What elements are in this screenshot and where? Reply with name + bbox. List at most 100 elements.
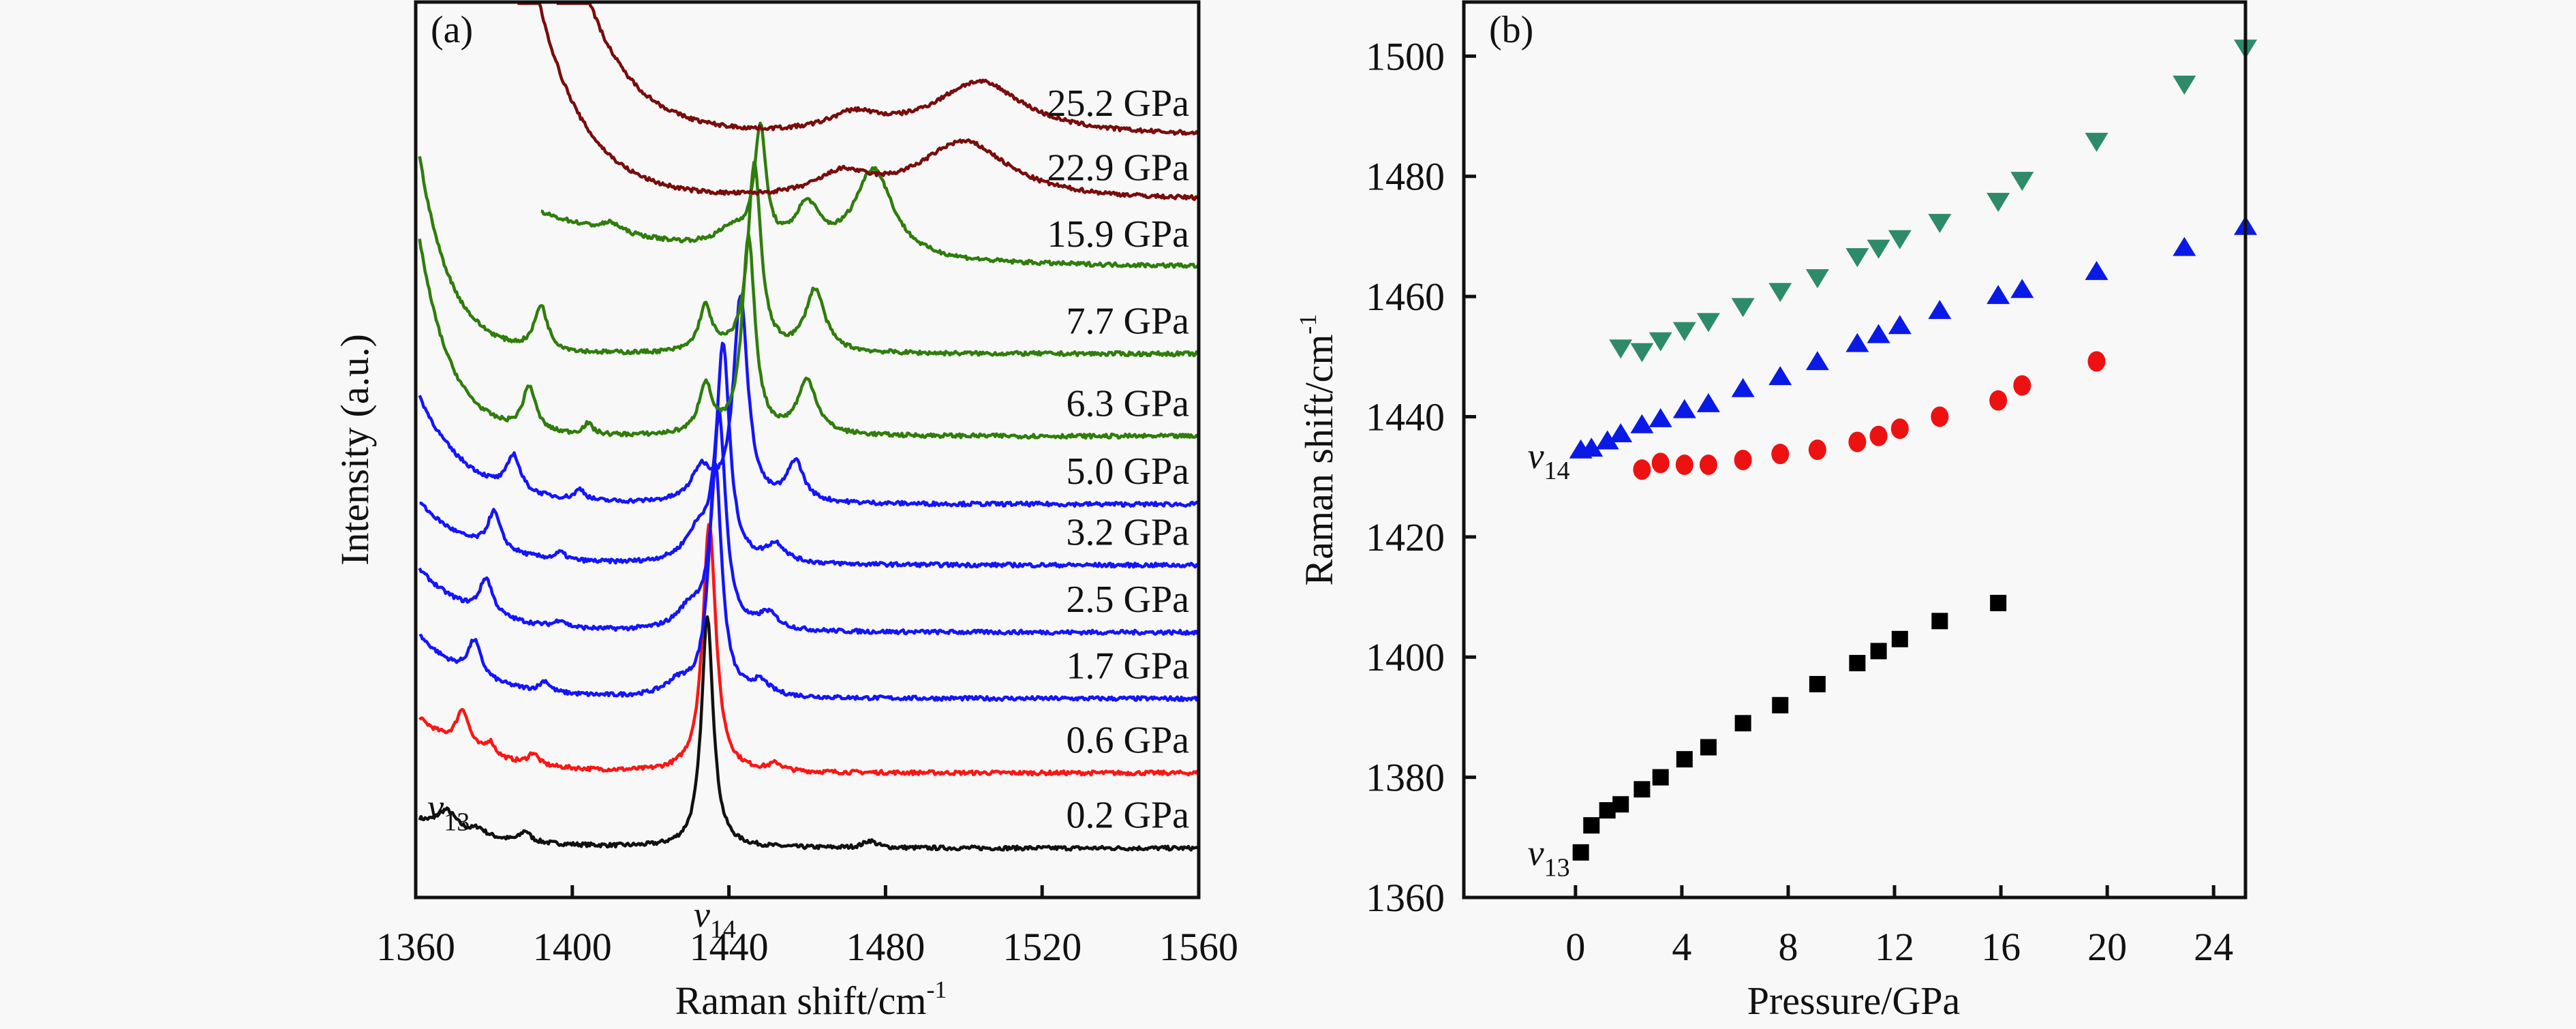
data-point-triangle-up [1768, 366, 1792, 386]
x-tick-label: 16 [1981, 925, 2021, 969]
panel-b-frame [1462, 0, 2248, 900]
panel-a-y-axis-label: Intensity (a.u.) [333, 334, 377, 566]
panel-b-x-axis-label: Pressure/GPa [1747, 979, 1961, 1023]
y-tick-label: 1440 [1366, 395, 1445, 439]
x-tick-label: 1560 [1159, 925, 1238, 969]
data-point-circle [1734, 449, 1752, 470]
data-point-triangle-down [2085, 132, 2109, 152]
panel-a-x-ticks: 1360 1400 1440 1480 1520 1560 [376, 885, 1238, 969]
y-tick-label: 1500 [1366, 34, 1445, 78]
data-point-square [1734, 715, 1751, 732]
pressure-labels: 0.2 GPa 0.6 GPa 1.7 GPa 2.5 GPa 3.2 GPa 5.0 G… [1047, 82, 1190, 837]
mode-label-v14: v14 [1528, 435, 1570, 485]
data-point-triangle-down [1845, 248, 1869, 268]
data-point-triangle-down [1888, 230, 1912, 249]
data-point-square [1772, 696, 1789, 713]
data-point-triangle-up [1609, 423, 1633, 442]
x-tick-label: 1480 [846, 925, 925, 969]
pressure-label-22-9-gpa: 22.9 GPa [1047, 147, 1190, 189]
spectrum-trace-22-9-gpa [517, 1, 1200, 202]
panel-b-annotations: v14 v13 [1528, 435, 1570, 882]
data-point-square [1700, 739, 1717, 756]
data-point-square [1572, 844, 1589, 861]
spectrum-trace-7-7-gpa [418, 155, 1199, 358]
panel-a-tag: (a) [431, 9, 473, 51]
data-point-triangle-up [2010, 279, 2034, 298]
spectrum-trace-5-0-gpa [418, 294, 1199, 508]
data-point-circle [1890, 418, 1909, 440]
spectrum-trace-15-9-gpa [540, 121, 1200, 269]
panel-b-y-axis-label-superscript: -1 [1294, 314, 1321, 335]
data-point-triangle-up [2173, 236, 2196, 256]
data-point-circle [2013, 375, 2031, 396]
data-point-circle [1699, 455, 1717, 476]
data-point-triangle-down [1768, 283, 1792, 303]
data-point-triangle-down [1867, 239, 1890, 259]
pressure-label-7-7-gpa: 7.7 GPa [1067, 300, 1190, 342]
series-new-peak-circle [1633, 351, 2106, 480]
panel-a-x-axis-label: Raman shift/cm-1 [675, 976, 947, 1023]
data-point-triangle-up [1696, 393, 1720, 412]
spectrum-trace-6-3-gpa [418, 232, 1199, 440]
data-point-triangle-down [2173, 76, 2196, 95]
data-point-triangle-down [1609, 339, 1633, 359]
mode-label-v13: v13 [427, 786, 470, 836]
data-point-circle [1931, 406, 1949, 427]
data-point-circle [1848, 431, 1867, 452]
data-point-triangle-up [1987, 285, 2010, 305]
data-point-triangle-down [1987, 193, 2010, 213]
data-point-triangle-up [1672, 399, 1696, 418]
mode-label-v14: v14 [694, 894, 736, 944]
data-point-triangle-down [1672, 322, 1696, 341]
data-point-circle [2087, 351, 2106, 372]
data-point-square [1870, 643, 1887, 660]
data-point-triangle-up [1888, 315, 1912, 335]
pressure-label-3-2-gpa: 3.2 GPa [1067, 512, 1190, 554]
x-tick-label: 4 [1672, 925, 1691, 969]
data-point-square [1849, 655, 1866, 672]
data-point-triangle-up [1731, 378, 1755, 397]
y-tick-label: 1460 [1366, 275, 1445, 319]
panel-b-y-ticks: 1360 1380 1400 1420 1440 1460 1480 1500 [1366, 34, 1476, 920]
data-point-triangle-up [1595, 430, 1619, 450]
data-point-triangle-up [1805, 351, 1829, 371]
data-point-square [1652, 769, 1669, 786]
panel-b-y-axis-label: Raman shift/cm-1 [1294, 314, 1341, 586]
data-point-square [1634, 781, 1651, 798]
data-point-square [1809, 675, 1826, 692]
data-point-square [1612, 796, 1629, 813]
x-tick-label: 0 [1565, 925, 1585, 969]
data-point-circle [1989, 390, 2008, 411]
data-point-triangle-up [2085, 260, 2109, 280]
x-tick-label: 1440 [690, 925, 769, 969]
panel-a-spectra: 0.2 GPa 0.6 GPa 1.7 GPa 2.5 GPa 3.2 GPa 5.0 G… [333, 0, 1238, 1023]
x-tick-label: 20 [2087, 925, 2127, 969]
panel-a-frame [414, 0, 1201, 900]
data-point-triangle-up [1630, 414, 1654, 433]
panel-b-y-axis-label-text: Raman shift/cm [1297, 335, 1341, 586]
pressure-label-6-3-gpa: 6.3 GPa [1067, 382, 1190, 425]
data-point-square [1891, 630, 1908, 647]
data-point-triangle-down [1649, 332, 1672, 352]
data-point-circle [1651, 452, 1670, 474]
spectrum-trace-25-2-gpa [556, 1, 1199, 136]
data-point-triangle-down [1805, 269, 1829, 289]
panel-a-annotations: v13 v14 [427, 786, 736, 944]
x-tick-label: 1520 [1002, 925, 1082, 969]
y-tick-label: 1380 [1366, 756, 1445, 800]
y-tick-label: 1480 [1366, 155, 1445, 199]
data-point-triangle-down [1630, 343, 1654, 363]
mode-label-v13: v13 [1528, 832, 1570, 882]
pressure-label-1-7-gpa: 1.7 GPa [1067, 645, 1190, 687]
data-point-triangle-up [1845, 333, 1869, 352]
panel-a-x-axis-label-text: Raman shift/cm [675, 979, 927, 1023]
data-point-square [1676, 751, 1693, 768]
pressure-label-5-0-gpa: 5.0 GPa [1067, 450, 1190, 493]
data-point-square [1990, 594, 2007, 611]
pressure-label-2-5-gpa: 2.5 GPa [1067, 579, 1190, 621]
data-point-triangle-up [1580, 437, 1604, 457]
y-tick-label: 1360 [1366, 876, 1445, 920]
data-point-triangle-up [1928, 300, 1952, 320]
